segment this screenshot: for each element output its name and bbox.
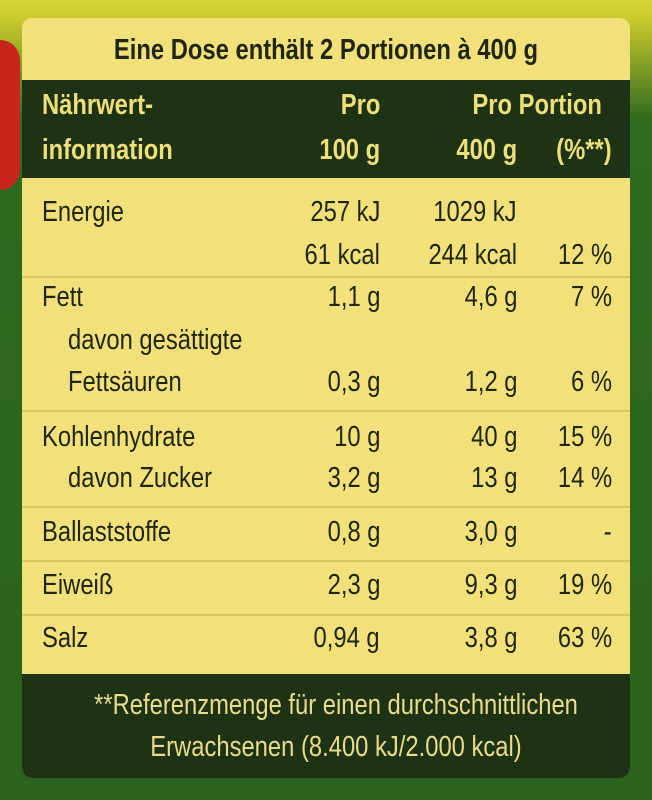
footnote: Erwachsenen (8.400 kJ/2.000 kcal) <box>150 731 522 763</box>
column-header: 100 g <box>319 134 380 166</box>
value-per-100g: 0,94 g <box>313 622 380 654</box>
value-per-100g: 1,1 g <box>327 281 380 313</box>
value-per-100g: 0,3 g <box>327 366 380 398</box>
percent-reference: - <box>604 516 612 548</box>
percent-reference: 14 % <box>557 462 612 494</box>
footer-band <box>22 674 630 778</box>
value-per-portion: 3,8 g <box>464 622 517 654</box>
header-band <box>22 80 630 178</box>
background-shape <box>0 40 20 190</box>
separator <box>22 410 630 412</box>
value-per-100g: 10 g <box>333 421 380 453</box>
nutrient-label: Salz <box>42 622 89 654</box>
percent-reference: 19 % <box>557 569 612 601</box>
value-per-100g: 61 kcal <box>304 239 380 271</box>
percent-reference: 6 % <box>571 366 612 398</box>
separator <box>22 276 630 278</box>
separator <box>22 506 630 508</box>
value-per-100g: 257 kJ <box>309 196 380 228</box>
column-header: 400 g <box>456 134 517 166</box>
column-header: Pro <box>340 89 380 121</box>
column-header: (%**) <box>556 134 612 166</box>
percent-reference: 63 % <box>557 622 612 654</box>
nutrient-label: Fett <box>42 281 83 313</box>
nutrient-label: davon gesättigte <box>68 324 243 356</box>
value-per-portion: 1029 kJ <box>433 196 517 228</box>
percent-reference: 15 % <box>557 421 612 453</box>
value-per-portion: 4,6 g <box>464 281 517 313</box>
nutrient-label: Ballaststoffe <box>42 516 172 548</box>
value-per-100g: 2,3 g <box>327 569 380 601</box>
nutrition-panel <box>22 18 630 778</box>
title: Eine Dose enthält 2 Portionen à 400 g <box>113 34 539 66</box>
value-per-100g: 3,2 g <box>327 462 380 494</box>
percent-reference: 7 % <box>571 281 612 313</box>
footnote: **Referenzmenge für einen durchschnittli… <box>94 689 578 721</box>
nutrient-label: Fettsäuren <box>68 366 182 398</box>
percent-reference: 12 % <box>557 239 612 271</box>
value-per-portion: 244 kcal <box>428 239 517 271</box>
column-header: information <box>42 134 173 166</box>
column-header: Pro Portion <box>472 89 602 121</box>
nutrient-label: davon Zucker <box>68 462 213 494</box>
value-per-portion: 9,3 g <box>464 569 517 601</box>
column-header: Nährwert- <box>42 89 153 121</box>
nutrient-label: Energie <box>42 196 124 228</box>
value-per-portion: 40 g <box>470 421 517 453</box>
nutrient-label: Kohlenhydrate <box>42 421 196 453</box>
separator <box>22 614 630 616</box>
separator <box>22 560 630 562</box>
value-per-portion: 1,2 g <box>464 366 517 398</box>
nutrient-label: Eiweiß <box>42 569 114 601</box>
value-per-portion: 3,0 g <box>464 516 517 548</box>
value-per-100g: 0,8 g <box>327 516 380 548</box>
value-per-portion: 13 g <box>470 462 517 494</box>
